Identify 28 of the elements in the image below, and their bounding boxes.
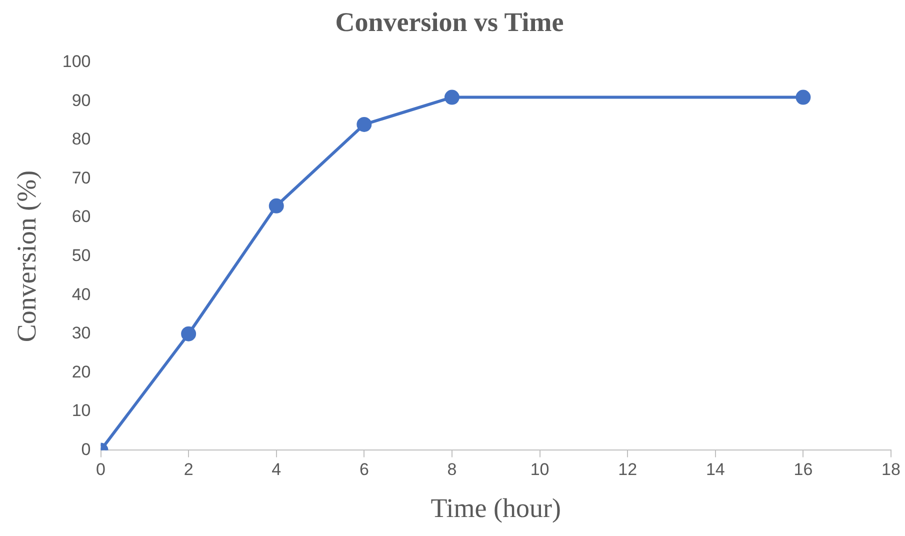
x-tick-label: 6 xyxy=(359,460,369,480)
y-tick-label: 20 xyxy=(72,362,91,382)
y-tick-label: 90 xyxy=(72,90,91,110)
x-tick-label: 2 xyxy=(184,460,194,480)
y-tick-label: 50 xyxy=(72,246,91,265)
x-tick-label: 14 xyxy=(706,460,725,480)
y-tick-label: 80 xyxy=(72,130,91,149)
x-axis-title: Time (hour) xyxy=(430,492,562,523)
y-tick-label: 30 xyxy=(72,324,91,343)
y-tick-label: 60 xyxy=(72,207,91,226)
y-tick-label: 10 xyxy=(72,401,91,420)
x-tick-label: 0 xyxy=(96,460,106,480)
y-tick-label: 40 xyxy=(72,284,91,304)
y-tick-label: 70 xyxy=(72,168,91,188)
x-tick-label: 16 xyxy=(794,460,813,480)
x-tick-label: 12 xyxy=(618,460,638,480)
x-tick-label: 8 xyxy=(447,460,457,480)
y-tick-label: 100 xyxy=(62,52,91,72)
point xyxy=(356,116,372,132)
point xyxy=(268,198,284,214)
y-axis-title: Conversion (%) xyxy=(11,170,42,342)
point xyxy=(796,90,811,105)
x-tick-label: 10 xyxy=(530,460,550,480)
x-tick-label: 18 xyxy=(882,460,900,480)
point xyxy=(444,90,460,105)
y-tick-label: 0 xyxy=(81,440,91,459)
x-tick-label: 4 xyxy=(272,460,282,480)
chart-title: Conversion vs Time xyxy=(335,7,564,38)
